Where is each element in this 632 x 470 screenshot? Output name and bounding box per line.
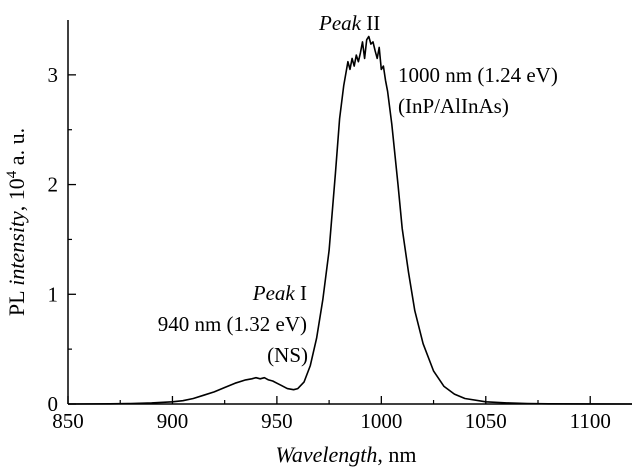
peak-2-line-1: 1000 nm (1.24 eV) <box>398 63 558 87</box>
x-tick-label: 1100 <box>570 409 611 433</box>
annotation-peak-2: Peak II 1000 nm (1.24 eV) (InP/AlInAs) <box>318 11 558 118</box>
x-axis-title: Wavelength, nm <box>276 442 417 467</box>
peak-1-title-roman: I <box>295 281 307 305</box>
peak-2-title: Peak II <box>318 11 380 35</box>
peak-2-title-italic: Peak <box>318 11 362 35</box>
x-tick-label: 850 <box>52 409 84 433</box>
x-tick-label: 1050 <box>465 409 507 433</box>
y-ticks: 0 1 2 3 <box>48 63 76 416</box>
peak-1-line-1: 940 nm (1.32 eV) <box>158 312 307 336</box>
y-axis-title-italic: intensity <box>4 211 29 286</box>
peak-2-line-2: (InP/AlInAs) <box>398 94 509 118</box>
x-axis-title-unit: , nm <box>377 442 416 467</box>
x-tick-label: 1000 <box>360 409 402 433</box>
pl-series-line <box>67 35 632 405</box>
peak-2-title-roman: II <box>361 11 380 35</box>
y-tick-label: 3 <box>48 63 59 87</box>
y-tick-label: 1 <box>48 282 59 306</box>
y-axis-title-unit-exp: 4 <box>4 170 20 178</box>
peak-1-title: Peak I <box>252 281 307 305</box>
peak-1-line-2: (NS) <box>267 343 308 367</box>
y-axis-title-unit-base: , 10 <box>4 178 29 211</box>
y-axis-title-prefix: PL <box>4 286 29 316</box>
annotation-peak-1: Peak I 940 nm (1.32 eV) (NS) <box>158 281 308 367</box>
y-axis-title: PL intensity, 104 a. u. <box>4 128 29 316</box>
x-ticks: 850 900 950 1000 1050 1100 <box>52 396 611 433</box>
y-axis-title-unit-tail: a. u. <box>4 128 29 171</box>
y-tick-label: 0 <box>48 392 59 416</box>
x-tick-label: 950 <box>261 409 293 433</box>
peak-1-title-italic: Peak <box>252 281 296 305</box>
x-axis-title-italic: Wavelength <box>276 442 378 467</box>
x-tick-label: 900 <box>157 409 189 433</box>
y-tick-label: 2 <box>48 173 59 197</box>
